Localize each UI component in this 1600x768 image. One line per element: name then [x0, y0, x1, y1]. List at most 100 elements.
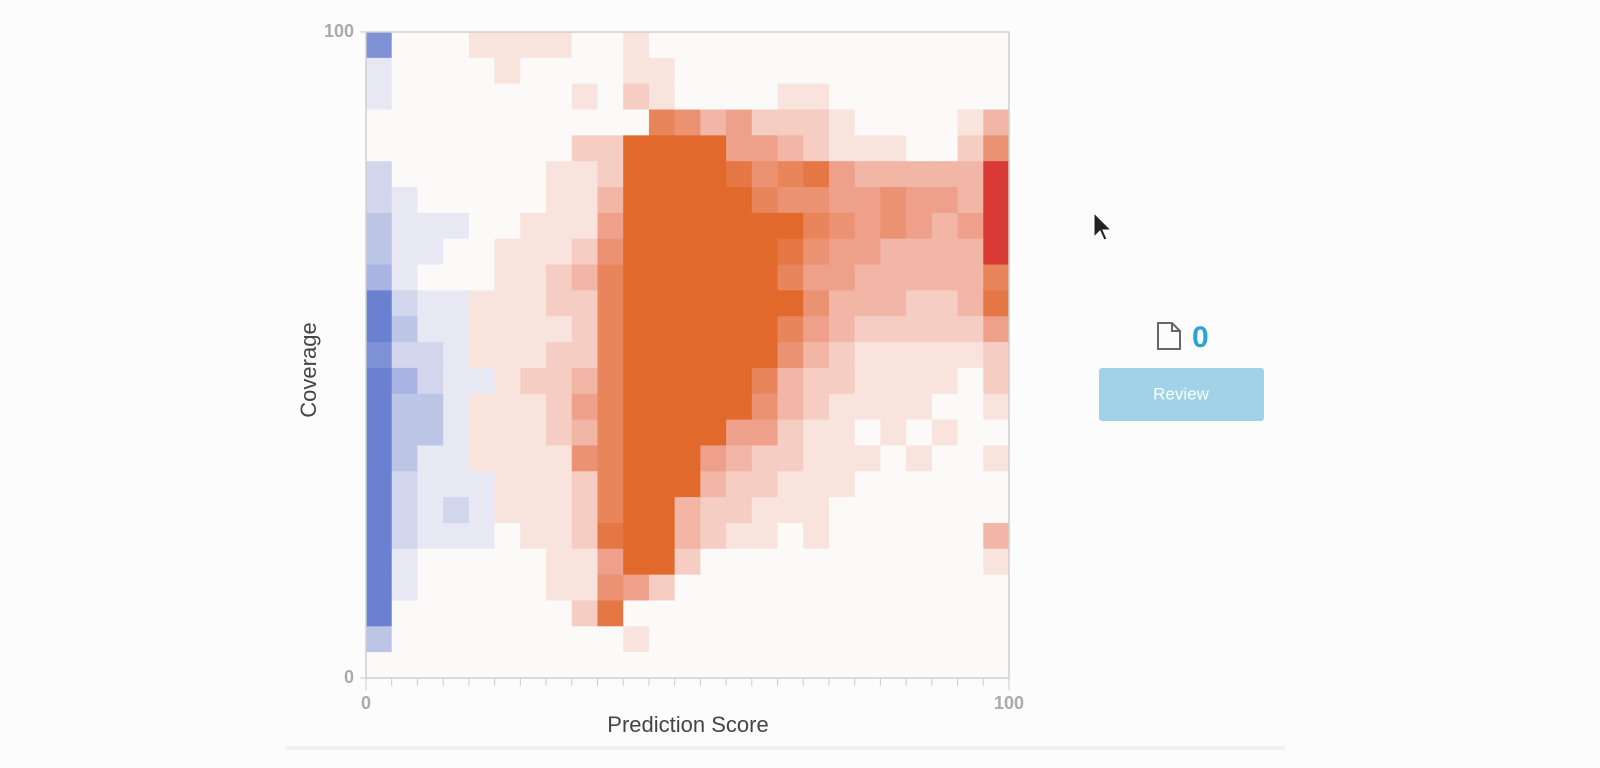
- cell: [366, 574, 393, 602]
- cell: [443, 342, 470, 369]
- cell: [828, 161, 856, 188]
- cell: [391, 471, 419, 498]
- cell: [726, 187, 753, 214]
- cell: [520, 212, 547, 240]
- cell: [623, 187, 650, 214]
- cell: [366, 548, 393, 576]
- cell: [957, 32, 984, 59]
- cell: [880, 626, 907, 653]
- cell: [597, 290, 624, 317]
- cell: [443, 238, 470, 266]
- cell: [546, 316, 573, 343]
- cell: [957, 497, 984, 524]
- cell: [803, 238, 830, 266]
- cell: [520, 83, 547, 111]
- cell: [777, 161, 804, 188]
- cell: [828, 522, 856, 550]
- cell: [494, 57, 521, 85]
- cell: [700, 471, 727, 498]
- cell: [983, 471, 1010, 498]
- cell: [546, 135, 573, 162]
- cell: [726, 574, 753, 602]
- cell: [546, 652, 573, 679]
- cell: [957, 212, 984, 240]
- cell: [623, 161, 650, 188]
- cell: [571, 83, 599, 111]
- cell: [803, 522, 830, 550]
- cell: [494, 626, 521, 653]
- cell: [366, 264, 393, 291]
- cell: [494, 290, 521, 317]
- cell: [726, 238, 753, 266]
- cell: [597, 548, 624, 576]
- cell: [906, 57, 933, 85]
- cell: [854, 471, 881, 498]
- cell: [674, 135, 701, 162]
- cell: [417, 548, 444, 576]
- cell: [417, 238, 444, 266]
- cell: [391, 548, 419, 576]
- cell: [674, 32, 701, 59]
- cell: [366, 497, 393, 524]
- cell: [931, 187, 959, 214]
- cell: [417, 600, 444, 627]
- cell: [443, 445, 470, 472]
- cell: [366, 187, 393, 214]
- cell: [443, 316, 470, 343]
- cell: [751, 109, 779, 136]
- cell: [417, 161, 444, 188]
- cell: [520, 497, 547, 524]
- cell: [854, 497, 881, 524]
- cell: [931, 342, 959, 369]
- cell: [983, 342, 1010, 369]
- cell: [828, 57, 856, 85]
- x-axis-label: Prediction Score: [607, 712, 768, 737]
- cell: [751, 497, 779, 524]
- cell: [674, 264, 701, 291]
- cell: [391, 367, 419, 395]
- cell: [828, 135, 856, 162]
- cell: [468, 393, 496, 421]
- cell: [854, 445, 881, 472]
- cell: [880, 419, 907, 447]
- cell: [854, 316, 881, 343]
- cell: [571, 187, 599, 214]
- cell: [828, 238, 856, 266]
- cell: [443, 290, 470, 317]
- cell: [828, 626, 856, 653]
- cell: [623, 109, 650, 136]
- review-button-label[interactable]: Review: [1153, 384, 1209, 403]
- cell: [803, 135, 830, 162]
- cell: [546, 161, 573, 188]
- cell: [674, 522, 701, 550]
- cell: [700, 548, 727, 576]
- cell: [751, 238, 779, 266]
- cell: [777, 264, 804, 291]
- cell: [700, 393, 727, 421]
- cell: [366, 32, 393, 59]
- cell: [983, 290, 1010, 317]
- cell: [726, 497, 753, 524]
- cell: [906, 109, 933, 136]
- cell: [417, 135, 444, 162]
- cell: [648, 497, 676, 524]
- cell: [906, 161, 933, 188]
- cell: [957, 290, 984, 317]
- cell: [597, 135, 624, 162]
- cell: [751, 290, 779, 317]
- cell: [468, 497, 496, 524]
- cell: [366, 212, 393, 240]
- cell: [931, 212, 959, 240]
- cell: [623, 290, 650, 317]
- cell: [648, 57, 676, 85]
- cell: [597, 522, 624, 550]
- cell: [726, 212, 753, 240]
- cell: [520, 652, 547, 679]
- cell: [700, 212, 727, 240]
- cell: [906, 135, 933, 162]
- cell: [520, 57, 547, 85]
- cell: [751, 161, 779, 188]
- review-button[interactable]: [1099, 368, 1264, 421]
- cell: [931, 109, 959, 136]
- cell: [391, 238, 419, 266]
